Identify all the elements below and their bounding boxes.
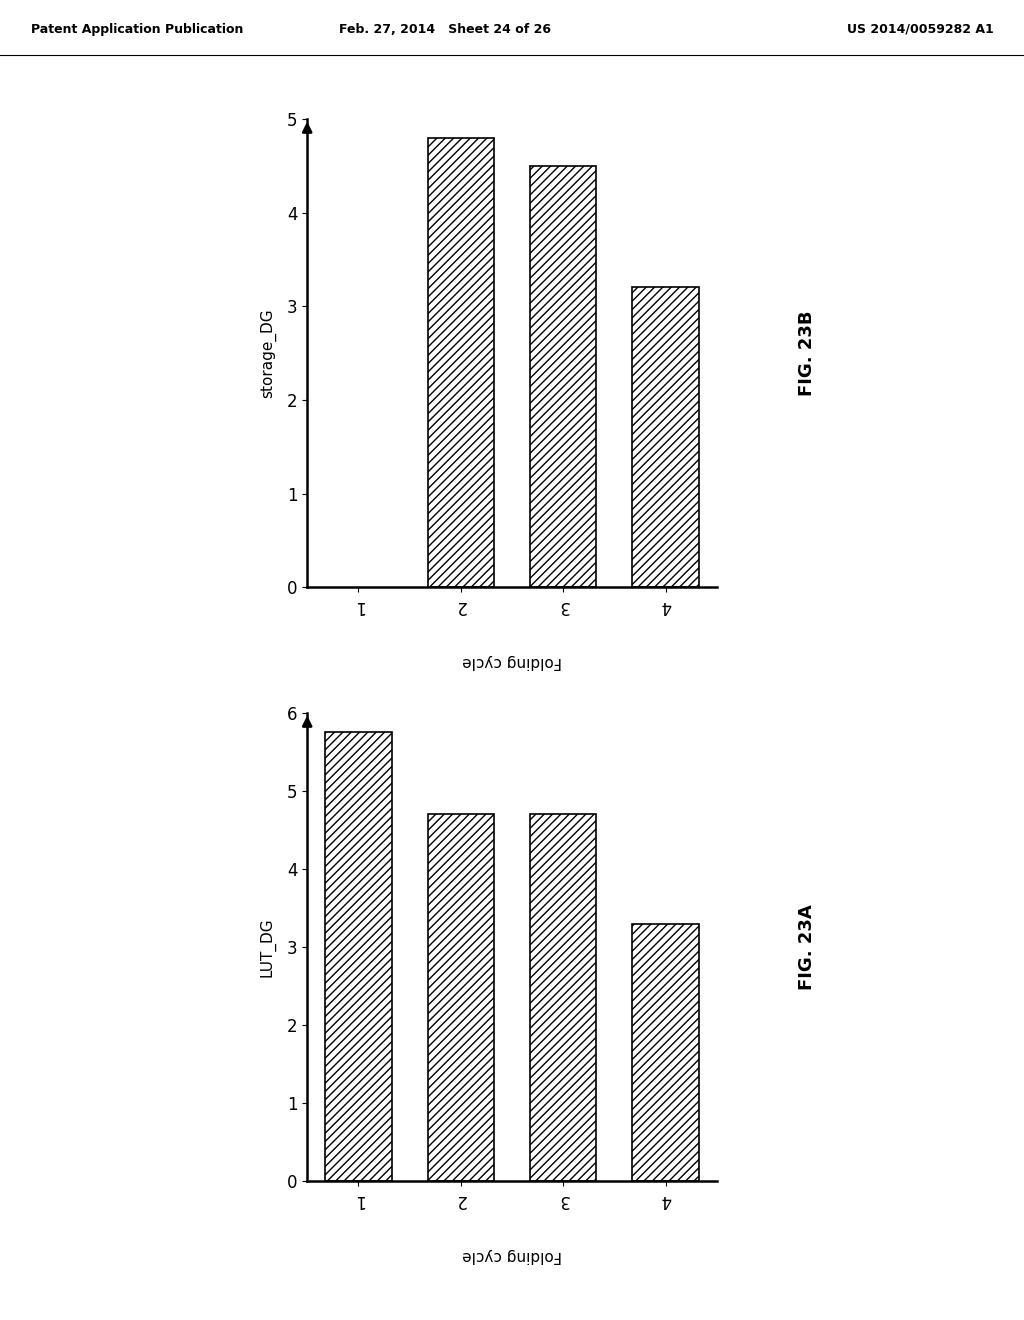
Text: Patent Application Publication: Patent Application Publication: [31, 22, 243, 36]
Y-axis label: storage_DG: storage_DG: [259, 309, 275, 397]
Bar: [530, 165, 596, 587]
Text: US 2014/0059282 A1: US 2014/0059282 A1: [847, 22, 993, 36]
Bar: [632, 924, 698, 1181]
Bar: [632, 288, 698, 587]
Bar: [530, 814, 596, 1181]
X-axis label: Folding cycle: Folding cycle: [462, 653, 562, 669]
Text: FIG. 23A: FIG. 23A: [798, 904, 816, 990]
Text: Feb. 27, 2014   Sheet 24 of 26: Feb. 27, 2014 Sheet 24 of 26: [339, 22, 552, 36]
Bar: [428, 814, 494, 1181]
X-axis label: Folding cycle: Folding cycle: [462, 1247, 562, 1263]
Y-axis label: LUT_DG: LUT_DG: [259, 917, 275, 977]
Bar: [428, 137, 494, 587]
Text: FIG. 23B: FIG. 23B: [798, 310, 816, 396]
Bar: [326, 733, 391, 1181]
